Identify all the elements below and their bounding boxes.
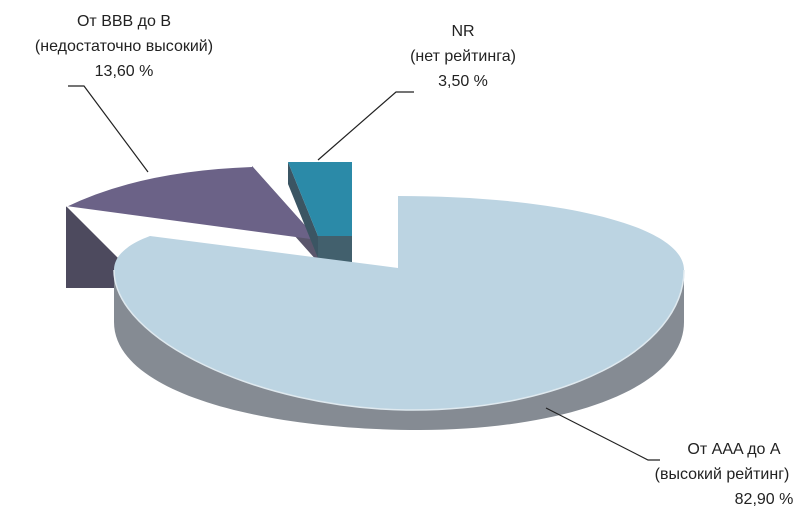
label-bbb-b-line2: (недостаточно высокий) <box>35 38 213 55</box>
label-aaa-a-value: 82,90 % <box>735 491 794 508</box>
label-nr-line2: (нет рейтинга) <box>410 48 516 65</box>
label-nr-line1: NR <box>451 23 474 40</box>
label-bbb-b-value: 13,60 % <box>95 63 154 80</box>
slice-nr-front-side <box>318 236 352 262</box>
slice-aaa-a-rim <box>113 269 685 411</box>
slice-nr <box>288 162 352 262</box>
slice-aaa-a <box>113 196 685 430</box>
slice-nr-left-side <box>288 162 318 258</box>
label-aaa-a-line2: (высокий рейтинг) <box>655 466 790 483</box>
slice-aaa-a-side <box>114 270 684 430</box>
slice-bbb-b-top <box>66 166 318 240</box>
leader-line-nr <box>317 91 414 161</box>
slice-nr-top <box>288 162 352 236</box>
slice-bbb-b-top-edge <box>65 165 253 207</box>
slice-bbb-b <box>65 165 318 288</box>
label-aaa-a-line1: От AAA до A <box>687 441 780 458</box>
leader-line-bbb-b <box>68 85 149 173</box>
slice-bbb-b-outer-side <box>66 206 118 288</box>
label-nr-value: 3,50 % <box>438 73 488 90</box>
leader-line-aaa-a <box>545 407 660 461</box>
slice-aaa-a-top <box>114 196 684 411</box>
label-bbb-b-line1: От BBB до B <box>77 13 171 30</box>
